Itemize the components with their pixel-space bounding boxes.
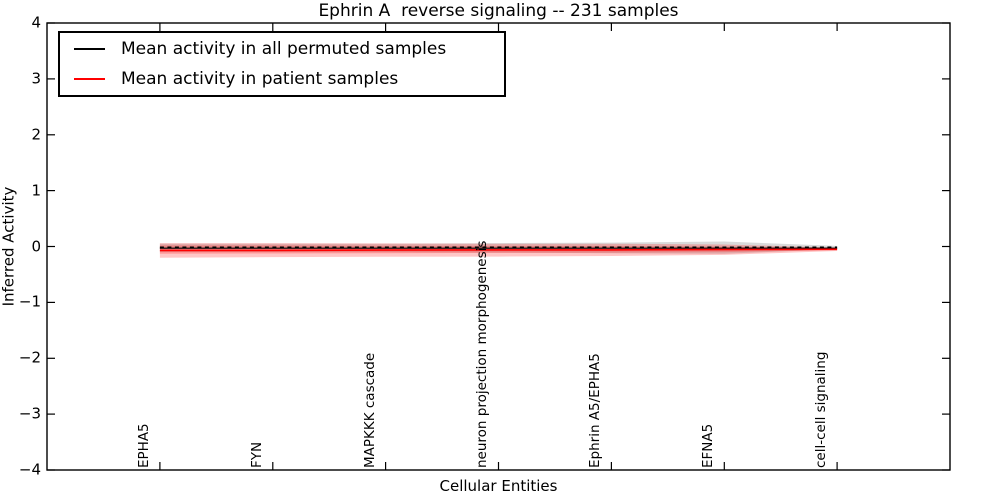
x-category-label: neuron projection morphogenesis [474, 240, 490, 468]
y-tick-label: 4 [31, 13, 41, 32]
x-category-label: cell-cell signaling [813, 351, 829, 468]
x-category-label: EFNA5 [700, 423, 716, 468]
x-category-label: EPHA5 [136, 423, 152, 468]
y-tick-label: −2 [18, 348, 41, 367]
x-category-label: FYN [249, 441, 265, 468]
y-tick-label: −1 [18, 292, 41, 311]
y-tick-label: −4 [18, 460, 41, 479]
chart-title: Ephrin A reverse signaling -- 231 sample… [318, 1, 679, 21]
y-tick-label: 2 [31, 125, 41, 144]
patient-line-swatch-icon [74, 78, 105, 80]
legend-item-label: Mean activity in all permuted samples [121, 39, 447, 59]
x-axis-label: Cellular Entities [439, 477, 558, 495]
x-category-label: MAPKKK cascade [362, 352, 378, 468]
permuted-line-swatch-icon [74, 48, 105, 50]
y-tick-label: 0 [31, 237, 41, 255]
legend-item-label: Mean activity in patient samples [121, 69, 399, 89]
y-tick-label: 3 [31, 69, 41, 88]
legend-item-permuted: Mean activity in all permuted samples [74, 36, 504, 62]
legend: Mean activity in all permuted samples Me… [58, 31, 506, 97]
legend-item-patient: Mean activity in patient samples [74, 66, 504, 92]
y-tick-label: −3 [18, 404, 41, 423]
x-category-label: Ephrin A5/EPHA5 [587, 353, 603, 468]
y-tick-label: 1 [31, 181, 41, 200]
